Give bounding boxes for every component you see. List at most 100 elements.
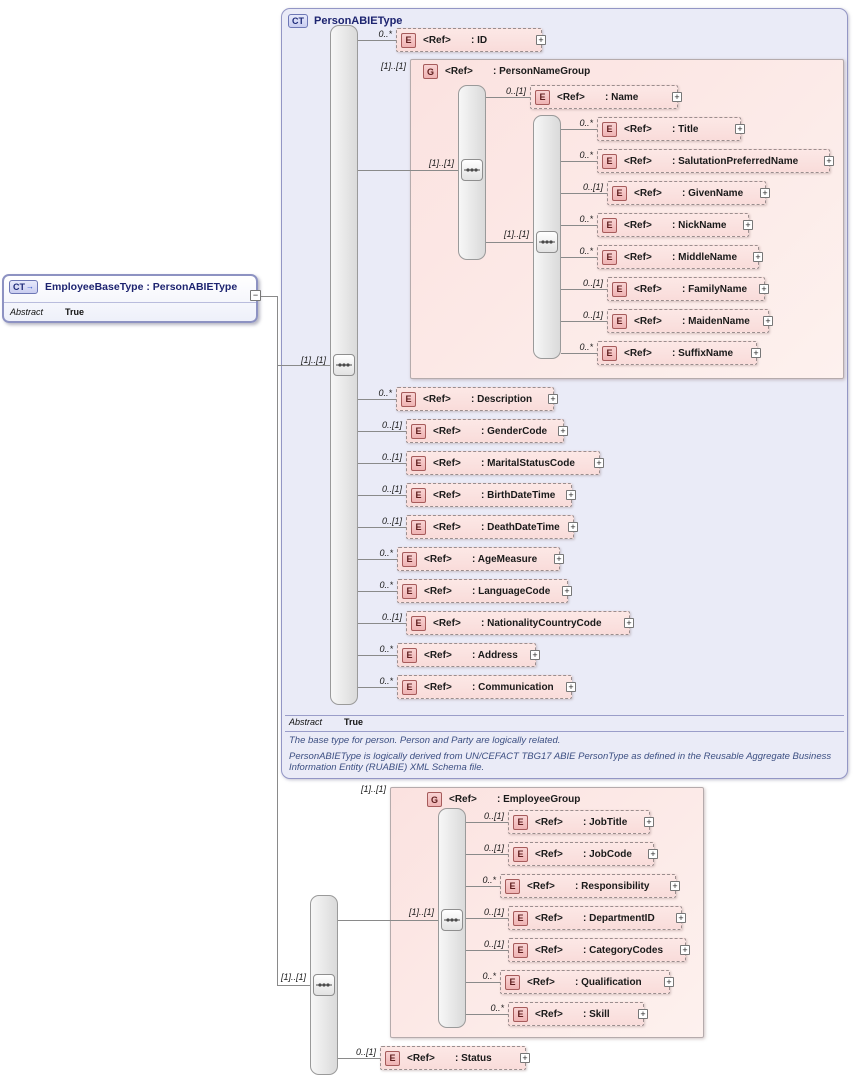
- expand-icon[interactable]: +: [763, 316, 773, 326]
- element-row-givenname[interactable]: E <Ref>: GivenName +: [607, 181, 770, 205]
- type-box-employeebasetype[interactable]: CT → EmployeeBaseType : PersonABIEType Ab…: [2, 274, 258, 323]
- element-badge-icon: E: [402, 551, 417, 567]
- element-row-status[interactable]: E <Ref>: Status +: [380, 1046, 530, 1070]
- element-row-departmentid[interactable]: E <Ref>: DepartmentID +: [508, 906, 686, 930]
- expand-icon[interactable]: +: [759, 284, 769, 294]
- connector-line: [466, 918, 508, 919]
- element-row-title[interactable]: E <Ref>: Title +: [597, 117, 745, 141]
- expand-icon[interactable]: +: [536, 35, 546, 45]
- connector-line: [338, 920, 438, 921]
- element-row-id[interactable]: E <Ref>: ID +: [396, 28, 546, 52]
- expand-icon[interactable]: +: [743, 220, 753, 230]
- element-name: : AgeMeasure: [472, 553, 538, 565]
- collapse-icon[interactable]: −: [250, 290, 261, 301]
- element-row-qualification[interactable]: E <Ref>: Qualification +: [500, 970, 674, 994]
- element-row-categorycodes[interactable]: E <Ref>: CategoryCodes +: [508, 938, 690, 962]
- element-ref: <Ref>: [535, 1008, 563, 1020]
- group-header-employeegroup[interactable]: G <Ref> : EmployeeGroup: [427, 792, 580, 807]
- element-row-deathdatetime[interactable]: E <Ref>: DeathDateTime +: [406, 515, 578, 539]
- element-name: : Qualification: [575, 976, 642, 988]
- expand-icon[interactable]: +: [824, 156, 834, 166]
- element-row-agemeasure[interactable]: E <Ref>: AgeMeasure +: [397, 547, 564, 571]
- cardinality-label: 0..[1]: [381, 420, 402, 430]
- element-row-familyname[interactable]: E <Ref>: FamilyName +: [607, 277, 769, 301]
- expand-icon[interactable]: +: [676, 913, 686, 923]
- element-row-communication[interactable]: E <Ref>: Communication +: [397, 675, 576, 699]
- element-ref: <Ref>: [423, 393, 451, 405]
- element-row-skill[interactable]: E <Ref>: Skill +: [508, 1002, 648, 1026]
- cardinality-label: 0..*: [579, 214, 593, 224]
- group-ref: <Ref>: [449, 794, 477, 805]
- element-name: : GivenName: [682, 187, 744, 199]
- expand-icon[interactable]: +: [680, 945, 690, 955]
- expand-icon[interactable]: +: [638, 1009, 648, 1019]
- complextype-badge-icon: CT →: [9, 280, 38, 294]
- derived-arrow-icon: →: [26, 282, 34, 291]
- group-badge-icon: G: [427, 792, 442, 807]
- expand-icon[interactable]: +: [753, 252, 763, 262]
- element-row-nickname[interactable]: E <Ref>: NickName +: [597, 213, 753, 237]
- connector-line: [358, 655, 397, 656]
- element-row-suffixname[interactable]: E <Ref>: SuffixName +: [597, 341, 761, 365]
- element-row-birthdatetime[interactable]: E <Ref>: BirthDateTime +: [406, 483, 576, 507]
- element-row-description[interactable]: E <Ref>: Description +: [396, 387, 558, 411]
- expand-icon[interactable]: +: [520, 1053, 530, 1063]
- cardinality-label: 0..*: [378, 29, 392, 39]
- expand-icon[interactable]: +: [664, 977, 674, 987]
- expand-icon[interactable]: +: [554, 554, 564, 564]
- sequence-icon[interactable]: [441, 909, 463, 931]
- expand-icon[interactable]: +: [760, 188, 770, 198]
- element-row-jobtitle[interactable]: E <Ref>: JobTitle +: [508, 810, 654, 834]
- divider: [285, 715, 844, 716]
- expand-icon[interactable]: +: [751, 348, 761, 358]
- element-row-languagecode[interactable]: E <Ref>: LanguageCode +: [397, 579, 572, 603]
- element-badge-icon: E: [513, 942, 528, 958]
- group-header-personnamegroup[interactable]: G <Ref> : PersonNameGroup: [423, 64, 590, 79]
- element-row-name[interactable]: E <Ref>: Name +: [530, 85, 682, 109]
- element-row-maritalstatuscode[interactable]: E <Ref>: MaritalStatusCode +: [406, 451, 604, 475]
- expand-icon[interactable]: +: [644, 817, 654, 827]
- connector-line: [466, 854, 508, 855]
- element-row-address[interactable]: E <Ref>: Address +: [397, 643, 540, 667]
- expand-icon[interactable]: +: [558, 426, 568, 436]
- connector-line: [466, 950, 508, 951]
- element-row-middlename[interactable]: E <Ref>: MiddleName +: [597, 245, 763, 269]
- connector-line: [358, 431, 406, 432]
- expand-icon[interactable]: +: [670, 881, 680, 891]
- expand-icon[interactable]: +: [735, 124, 745, 134]
- expand-icon[interactable]: +: [672, 92, 682, 102]
- element-row-jobcode[interactable]: E <Ref>: JobCode +: [508, 842, 658, 866]
- expand-icon[interactable]: +: [562, 586, 572, 596]
- element-row-maidenname[interactable]: E <Ref>: MaidenName +: [607, 309, 773, 333]
- element-row-gendercode[interactable]: E <Ref>: GenderCode +: [406, 419, 568, 443]
- type-header[interactable]: CT PersonABIEType: [288, 14, 402, 28]
- connector-line: [486, 242, 533, 243]
- element-row-salutationpreferredname[interactable]: E <Ref>: SalutationPreferredName +: [597, 149, 834, 173]
- expand-icon[interactable]: +: [566, 490, 576, 500]
- expand-icon[interactable]: +: [530, 650, 540, 660]
- expand-icon[interactable]: +: [568, 522, 578, 532]
- sequence-icon[interactable]: [333, 354, 355, 376]
- type-header[interactable]: CT → EmployeeBaseType : PersonABIEType: [9, 280, 237, 294]
- cardinality-label: 0..*: [490, 1003, 504, 1013]
- element-row-nationalitycountrycode[interactable]: E <Ref>: NationalityCountryCode +: [406, 611, 634, 635]
- expand-icon[interactable]: +: [594, 458, 604, 468]
- expand-icon[interactable]: +: [648, 849, 658, 859]
- element-ref: <Ref>: [624, 155, 652, 167]
- element-name: : ID: [471, 34, 488, 46]
- cardinality-label: 0..[1]: [582, 310, 603, 320]
- element-ref: <Ref>: [624, 123, 652, 135]
- sequence-icon[interactable]: [461, 159, 483, 181]
- expand-icon[interactable]: +: [624, 618, 634, 628]
- element-row-responsibility[interactable]: E <Ref>: Responsibility +: [500, 874, 680, 898]
- connector-line: [466, 982, 500, 983]
- element-ref: <Ref>: [624, 219, 652, 231]
- expand-icon[interactable]: +: [566, 682, 576, 692]
- element-badge-icon: E: [411, 519, 426, 535]
- sequence-icon[interactable]: [313, 974, 335, 996]
- element-ref: <Ref>: [634, 283, 662, 295]
- expand-icon[interactable]: +: [548, 394, 558, 404]
- sequence-icon[interactable]: [536, 231, 558, 253]
- element-name: : JobCode: [583, 848, 632, 860]
